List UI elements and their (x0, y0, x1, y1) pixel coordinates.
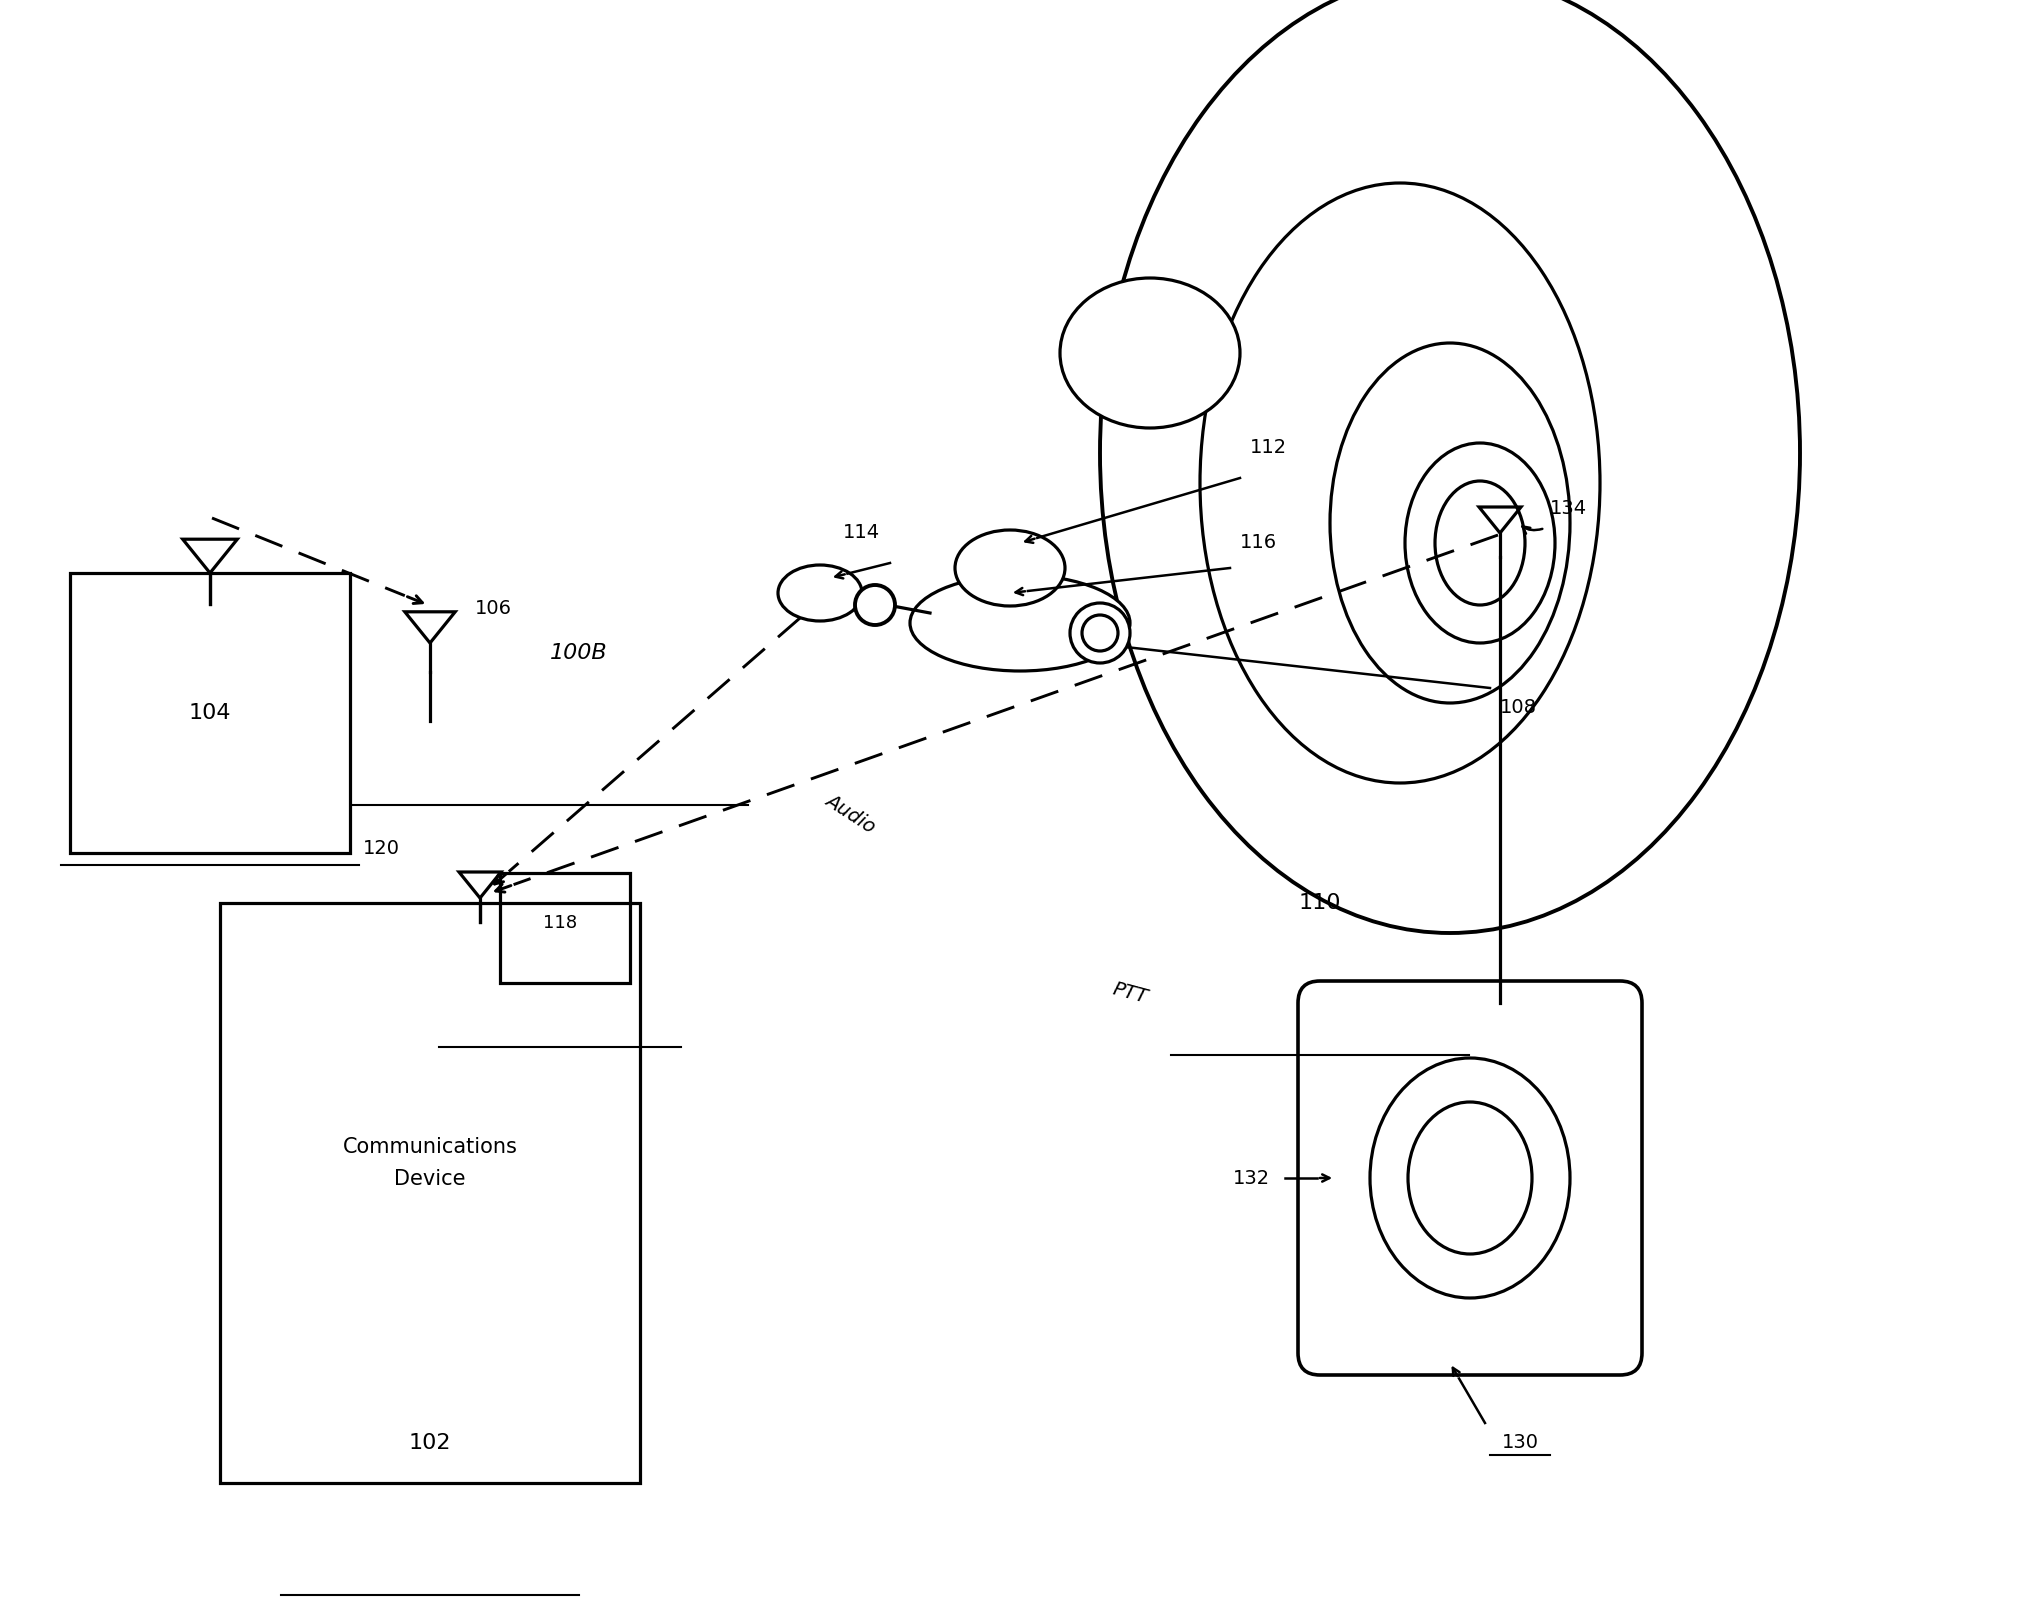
Bar (71, 572, 350, 853)
Circle shape (854, 585, 894, 625)
Text: 116: 116 (1240, 534, 1277, 551)
Bar (500, 874, 629, 983)
Ellipse shape (777, 564, 862, 620)
Text: PTT: PTT (1111, 979, 1149, 1007)
Text: 120: 120 (362, 838, 401, 858)
Text: Audio: Audio (821, 790, 878, 837)
Text: 134: 134 (1550, 499, 1586, 518)
Text: 118: 118 (542, 914, 577, 931)
Circle shape (1082, 616, 1117, 651)
Text: 100B: 100B (550, 643, 607, 664)
Text: Communications
Device: Communications Device (342, 1138, 518, 1188)
Text: 102: 102 (409, 1433, 451, 1452)
Text: 106: 106 (475, 598, 512, 617)
Ellipse shape (1060, 277, 1240, 428)
Text: 132: 132 (1232, 1169, 1268, 1188)
Text: 130: 130 (1501, 1433, 1537, 1452)
Text: 110: 110 (1299, 893, 1341, 914)
Ellipse shape (955, 531, 1064, 606)
FancyArrowPatch shape (1521, 526, 1542, 534)
Text: 112: 112 (1250, 438, 1287, 457)
Text: 108: 108 (1499, 697, 1535, 717)
Ellipse shape (910, 575, 1129, 672)
Circle shape (1070, 603, 1129, 664)
Text: 104: 104 (188, 704, 231, 723)
Bar (221, 902, 639, 1483)
Text: 114: 114 (842, 523, 880, 542)
